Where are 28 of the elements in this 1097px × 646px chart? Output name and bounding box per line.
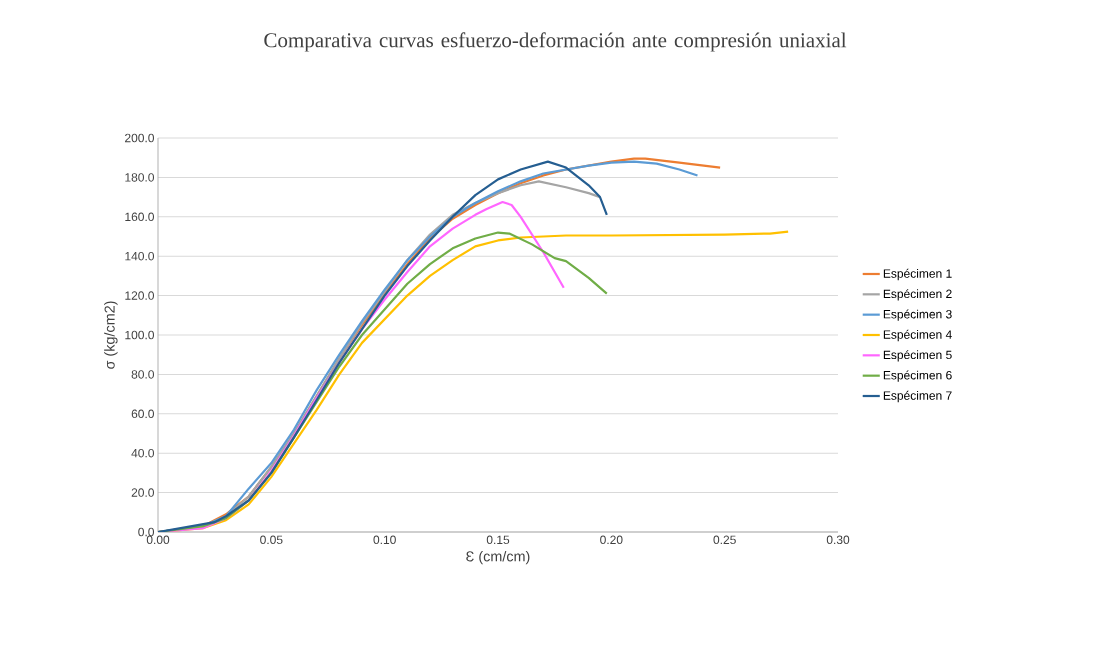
x-tick-label: 0.25 — [713, 535, 736, 545]
x-tick-label: 0.10 — [373, 535, 396, 545]
y-tick-label: 120.0 — [125, 291, 154, 300]
legend-label: Espécimen 3 — [883, 309, 952, 321]
y-tick-label: 20.0 — [131, 488, 155, 497]
y-tick-label: 40.0 — [131, 448, 155, 458]
y-tick-label: 0.0 — [138, 527, 155, 537]
chart-title: Comparativa curvas esfuerzo-deformación ante compresión uniaxial — [264, 32, 847, 52]
legend-label: Espécimen 4 — [883, 329, 952, 342]
x-tick-label: 0.20 — [600, 535, 623, 545]
legend-label: Espécimen 7 — [883, 390, 952, 403]
legend-label: Espécimen 6 — [883, 370, 952, 382]
y-tick-label: 60.0 — [131, 409, 155, 419]
legend-label: Espécimen 1 — [883, 268, 952, 281]
y-tick-label: 180.0 — [125, 173, 154, 182]
y-tick-label: 100.0 — [125, 330, 154, 340]
x-tick-label: 0.05 — [260, 535, 283, 545]
legend-label: Espécimen 5 — [883, 350, 952, 362]
x-tick-label: 0.15 — [486, 535, 510, 545]
x-tick-label: 0.00 — [146, 535, 170, 545]
y-axis-title: σ (kg/cm2) — [104, 301, 118, 369]
y-tick-label: 160.0 — [125, 212, 154, 222]
x-axis-title: Ɛ (cm/cm) — [466, 550, 530, 565]
y-tick-label: 80.0 — [131, 370, 155, 379]
y-tick-label: 140.0 — [125, 251, 154, 261]
x-tick-label: 0.30 — [826, 535, 850, 545]
y-tick-label: 200.0 — [125, 133, 154, 143]
legend-label: Espécimen 2 — [883, 289, 952, 301]
